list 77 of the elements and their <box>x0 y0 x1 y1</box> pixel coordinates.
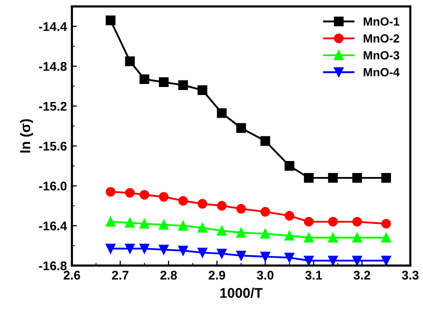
point <box>140 74 150 84</box>
x-tick-label: 3.2 <box>354 270 370 280</box>
point <box>216 248 227 258</box>
point <box>352 256 362 266</box>
point <box>125 56 135 66</box>
x-tick-label: 3.0 <box>256 270 274 280</box>
y-axis-title: ln (σ) <box>20 119 34 153</box>
point <box>178 196 188 206</box>
point <box>198 248 208 258</box>
point <box>216 200 227 211</box>
point <box>260 206 270 217</box>
point <box>178 220 188 231</box>
point <box>178 80 188 90</box>
point <box>125 188 135 198</box>
point <box>140 190 150 200</box>
x-tick-label: 2.7 <box>112 270 128 280</box>
x-tick-label: 2.8 <box>160 270 177 280</box>
legend-label: MnO-2 <box>364 34 400 43</box>
y-tick-label: -14.8 <box>39 62 67 71</box>
point <box>198 85 208 96</box>
point <box>140 244 150 254</box>
point <box>304 173 314 183</box>
y-tick-label: -16.8 <box>39 261 67 270</box>
point <box>328 232 338 243</box>
legend-label: MnO-4 <box>364 68 400 76</box>
point <box>328 216 338 227</box>
point <box>352 173 362 183</box>
x-tick-label: 2.6 <box>64 270 80 280</box>
x-axis-title: 1000/T <box>220 288 263 298</box>
point <box>198 222 208 233</box>
y-tick-label: -15.2 <box>39 102 67 111</box>
point <box>216 108 227 118</box>
point <box>284 252 294 262</box>
point <box>260 252 270 262</box>
point <box>125 244 135 254</box>
point <box>158 192 169 202</box>
point <box>106 186 116 197</box>
point <box>284 161 294 171</box>
point <box>158 220 169 230</box>
point <box>236 228 246 238</box>
point <box>106 15 116 26</box>
point <box>352 216 362 227</box>
point <box>140 218 150 229</box>
point <box>236 204 246 214</box>
y-tick-label: -16.4 <box>39 222 67 230</box>
point <box>260 228 270 239</box>
point <box>236 123 246 133</box>
point <box>158 244 169 255</box>
point <box>106 244 116 254</box>
x-tick-label: 3.1 <box>305 270 322 280</box>
point <box>260 136 270 146</box>
point <box>381 232 391 243</box>
x-tick-label: 3.3 <box>402 270 419 280</box>
point <box>304 216 314 227</box>
point <box>352 232 362 243</box>
point <box>236 250 246 260</box>
point <box>216 226 227 236</box>
legend-label: MnO-3 <box>364 51 400 60</box>
y-tick-label: -14.4 <box>39 22 67 31</box>
point <box>125 218 135 228</box>
legend-label: MnO-1 <box>364 17 400 26</box>
y-tick-label: -16.0 <box>39 182 67 190</box>
point <box>328 173 338 183</box>
point <box>198 198 208 209</box>
point <box>178 246 188 256</box>
point <box>284 210 294 221</box>
y-tick-label: -15.6 <box>39 142 67 151</box>
point <box>304 256 314 266</box>
point <box>158 77 169 88</box>
point <box>381 173 391 183</box>
point <box>106 216 116 227</box>
point <box>284 230 294 241</box>
point <box>381 218 391 229</box>
x-tick-label: 2.9 <box>208 270 226 280</box>
point <box>304 232 314 243</box>
point <box>328 256 338 266</box>
point <box>381 256 391 266</box>
